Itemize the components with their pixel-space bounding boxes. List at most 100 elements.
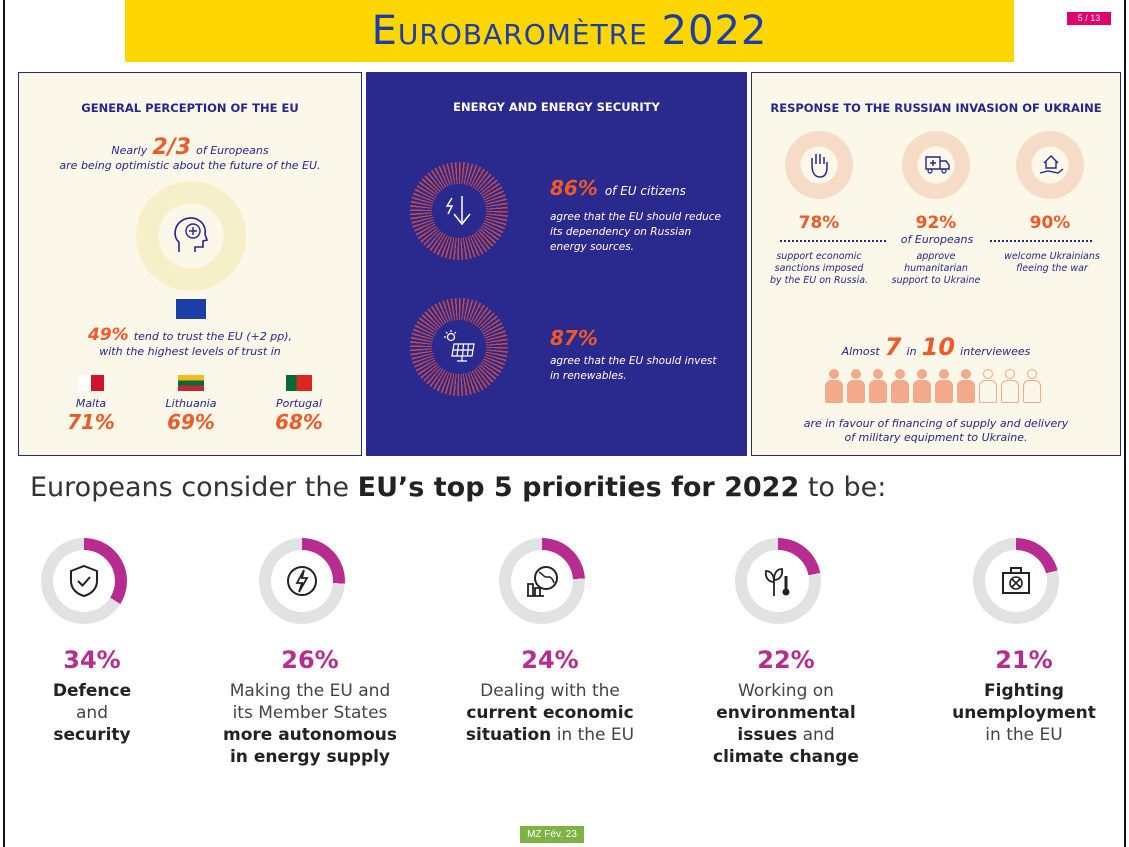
priority-environment: 22% Working on environmental issues and …	[686, 538, 886, 768]
energy-stat1-text: agree that the EU should reduce its depe…	[550, 211, 722, 253]
label-part: security	[53, 725, 131, 745]
country-pct: 68%	[275, 410, 323, 434]
priority-label: Working on environmental issues and clim…	[686, 680, 886, 768]
footer-badge: MZ Fév. 23	[520, 826, 584, 843]
solar-panel-icon	[444, 330, 475, 362]
label-part: Making the EU and	[229, 681, 391, 701]
label-part: more autonomous	[222, 725, 397, 745]
almost-in: in	[906, 345, 917, 358]
military-support-text-1: are in favour of financing of supply and…	[803, 417, 1069, 430]
label-part: in the EU	[985, 725, 1063, 745]
person-figure-icon	[824, 369, 844, 403]
almost-pre: Almost	[841, 345, 880, 358]
divider-right	[990, 240, 1092, 242]
priority-label: Making the EU and its Member States more…	[210, 680, 410, 768]
headline-pre: Europeans consider the	[30, 472, 358, 503]
ukraine-stat1-pct: 78%	[798, 213, 840, 233]
energy-bolt-icon	[287, 566, 317, 596]
welcome-ring	[1016, 131, 1084, 199]
person-figure-icon	[1022, 369, 1042, 403]
priority-pct: 22%	[757, 646, 815, 674]
trust-line2: with the highest levels of trust in	[99, 345, 281, 358]
priority-unemployment: 21% Fighting unemployment in the EU	[924, 538, 1124, 746]
label-part: Defence	[52, 681, 132, 701]
trust-line: 49% tend to trust the EU (+2 pp),	[19, 325, 361, 345]
almost-post: interviewees	[960, 345, 1031, 358]
panel-ukraine-response: RESPONSE TO THE RUSSIAN INVASION OF UKRA…	[751, 72, 1121, 456]
label-part: issues	[737, 725, 798, 745]
label-part: unemployment	[952, 703, 1096, 723]
priority-donut	[41, 538, 127, 624]
portugal-flag-icon	[286, 375, 312, 391]
ukraine-stat3-caption: welcome Ukrainians fleeing the war	[1004, 251, 1100, 274]
label-part: current economic	[466, 703, 634, 723]
trust-text: tend to trust the EU (+2 pp),	[133, 330, 293, 343]
ukraine-stat2-pct: 92%	[915, 213, 957, 233]
country-name: Malta	[75, 397, 107, 410]
energy-ring-1	[410, 162, 508, 260]
optimism-line: Nearly 2/3 of Europeans	[19, 135, 361, 160]
country-name: Lithuania	[165, 397, 217, 410]
label-part: situation	[465, 725, 552, 745]
home-hand-icon	[1039, 155, 1064, 174]
panel-general-perception: GENERAL PERCEPTION OF THE EU Nearly 2/3 …	[18, 72, 362, 456]
energy-stat1-head: of EU citizens	[604, 184, 686, 198]
optimism-pre: Nearly	[111, 144, 148, 157]
person-figure-icon	[846, 369, 866, 403]
slide-frame-right	[1124, 0, 1126, 847]
panel-title: ENERGY AND ENERGY SECURITY	[453, 100, 660, 114]
priority-donut	[735, 538, 821, 624]
label-part: Working on	[738, 681, 834, 701]
priority-defence: 34% Defence and security	[0, 538, 192, 746]
priority-energy: 26% Making the EU and its Member States …	[210, 538, 410, 768]
page-indicator: 5 / 13	[1067, 12, 1111, 25]
priority-economy: 24% Dealing with the current economic si…	[450, 538, 650, 746]
slide-frame-left	[3, 0, 5, 847]
energy-stat1: 86% of EU citizens	[550, 176, 686, 200]
label-part: in energy supply	[229, 747, 391, 767]
energy-stat2-text: agree that the EU should invest in renew…	[550, 355, 717, 382]
thinking-head-icon	[174, 217, 209, 252]
economy-globe-icon	[527, 566, 558, 597]
energy-stat2-pct: 87%	[550, 326, 598, 350]
people-pictogram	[824, 369, 1042, 403]
eu-flag-icon	[176, 299, 206, 319]
country-lithuania: Lithuania 69%	[151, 375, 231, 434]
priority-donut	[499, 538, 585, 624]
label-part: in the EU	[551, 725, 635, 745]
country-pct: 71%	[67, 410, 115, 434]
shield-check-icon	[70, 564, 98, 598]
slide-title: Eurobaromètre 2022	[371, 8, 768, 54]
ukraine-stat1-caption: support economic sanctions imposed by th…	[769, 251, 869, 286]
label-part: its Member States	[232, 703, 388, 723]
person-figure-icon	[934, 369, 954, 403]
country-name: Portugal	[276, 397, 322, 410]
ambulance-icon	[925, 156, 950, 174]
briefcase-icon	[1002, 567, 1030, 594]
energy-ring-2	[410, 298, 508, 396]
headline-bold: EU’s top 5 priorities for 2022	[357, 472, 800, 503]
label-part: Fighting	[984, 681, 1064, 701]
energy-down-icon	[445, 196, 471, 226]
country-malta: Malta 71%	[51, 375, 131, 434]
malta-flag-icon	[78, 375, 104, 391]
person-figure-icon	[868, 369, 888, 403]
priority-pct: 21%	[995, 646, 1053, 674]
lithuania-flag-icon	[178, 375, 204, 391]
optimism-fraction: 2/3	[152, 135, 191, 160]
priority-label: Defence and security	[0, 680, 192, 746]
optimism-ring	[136, 181, 246, 291]
ukraine-stat2-caption: approve humanitarian support to Ukraine	[891, 251, 981, 286]
person-figure-icon	[978, 369, 998, 403]
hand-stop-icon	[811, 154, 828, 178]
priority-pct: 26%	[281, 646, 339, 674]
divider-left	[780, 240, 886, 242]
country-pct: 69%	[167, 410, 215, 434]
panel-title: GENERAL PERCEPTION OF THE EU	[81, 101, 299, 115]
optimism-text: are being optimistic about the future of…	[59, 159, 321, 172]
ukraine-stat3-pct: 90%	[1029, 213, 1071, 233]
label-part: environmental	[716, 703, 856, 723]
label-part: and	[797, 725, 835, 745]
title-banner: Eurobaromètre 2022	[125, 0, 1014, 62]
of-europeans-label: of Europeans	[900, 233, 974, 246]
